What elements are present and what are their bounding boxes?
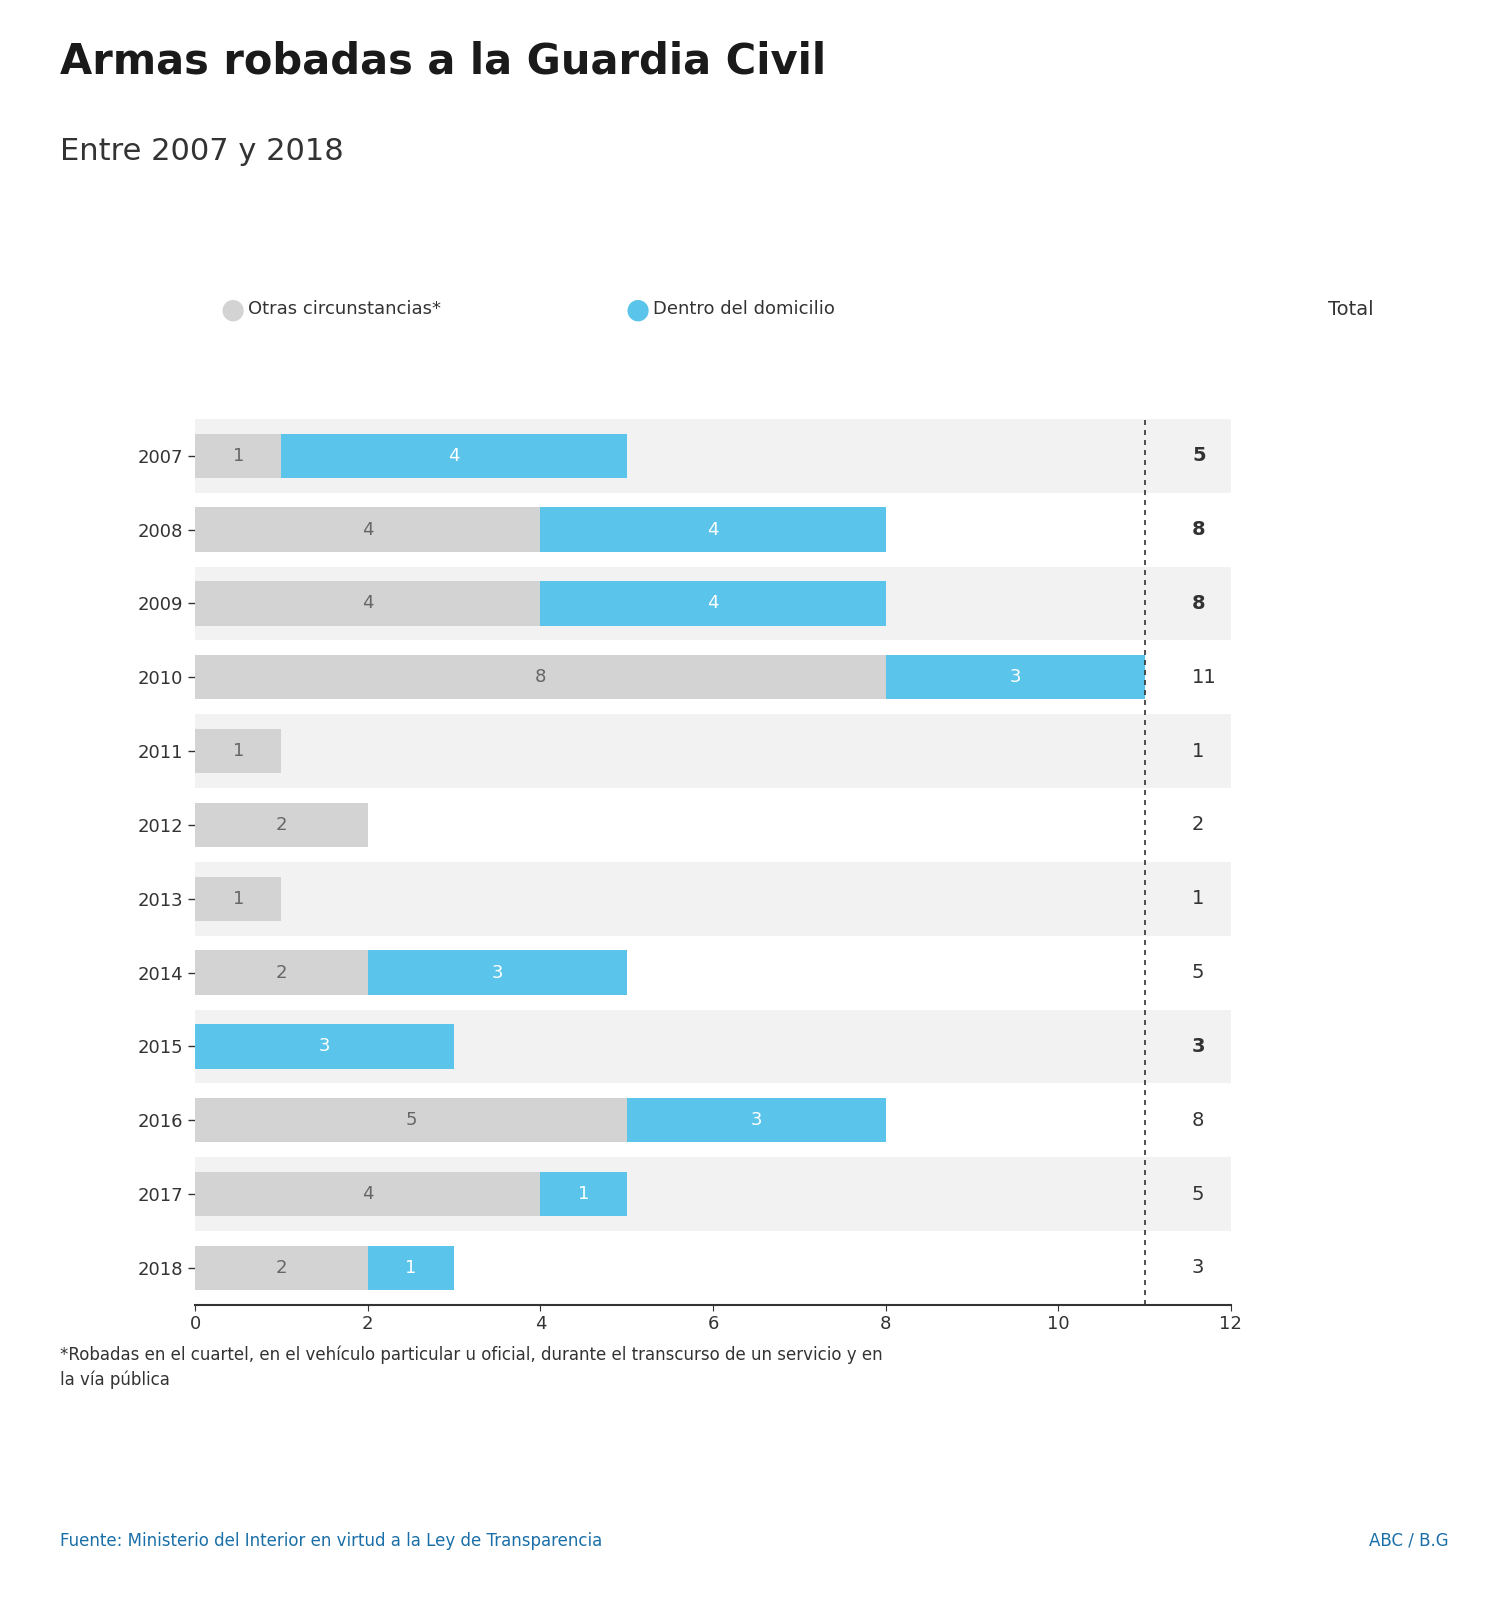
- Bar: [195, 1173, 540, 1216]
- Bar: [195, 788, 1231, 862]
- Bar: [195, 1010, 1231, 1083]
- Text: 2: 2: [1192, 815, 1204, 834]
- Text: 5: 5: [1192, 963, 1204, 983]
- Text: Dentro del domicilio: Dentro del domicilio: [653, 300, 835, 319]
- Bar: [540, 507, 886, 553]
- Bar: [195, 1245, 368, 1290]
- Text: 5: 5: [405, 1112, 417, 1129]
- Text: 1: 1: [405, 1258, 417, 1278]
- Bar: [540, 1173, 627, 1216]
- Bar: [195, 1025, 453, 1068]
- Bar: [195, 950, 368, 994]
- Text: 1: 1: [578, 1186, 590, 1203]
- Bar: [368, 950, 627, 994]
- Bar: [195, 433, 282, 478]
- Text: 11: 11: [1192, 669, 1217, 686]
- Text: 1: 1: [1192, 741, 1204, 760]
- Text: Otras circunstancias*: Otras circunstancias*: [248, 300, 441, 319]
- Bar: [195, 1231, 1231, 1305]
- Bar: [368, 1245, 453, 1290]
- Text: 4: 4: [449, 446, 459, 466]
- Text: 1: 1: [233, 889, 245, 909]
- Text: 2: 2: [276, 1258, 287, 1278]
- Text: ABC / B.G: ABC / B.G: [1369, 1532, 1448, 1550]
- Text: 3: 3: [491, 963, 503, 981]
- Bar: [195, 714, 1231, 788]
- Bar: [886, 656, 1145, 699]
- Text: 8: 8: [1192, 520, 1205, 540]
- Text: Total: Total: [1328, 300, 1373, 319]
- Text: 8: 8: [534, 669, 546, 686]
- Bar: [195, 567, 1231, 641]
- Text: 1: 1: [233, 446, 245, 466]
- Bar: [195, 1084, 1231, 1157]
- Text: 3: 3: [318, 1037, 330, 1055]
- Text: 2: 2: [276, 963, 287, 981]
- Text: 8: 8: [1192, 594, 1205, 612]
- Bar: [282, 433, 627, 478]
- Text: 4: 4: [707, 520, 719, 538]
- Bar: [540, 582, 886, 625]
- Bar: [195, 876, 282, 921]
- Bar: [195, 1099, 627, 1142]
- Text: 4: 4: [707, 594, 719, 612]
- Text: 2: 2: [276, 815, 287, 834]
- Text: Entre 2007 y 2018: Entre 2007 y 2018: [60, 137, 344, 166]
- Bar: [195, 802, 368, 847]
- Bar: [195, 1157, 1231, 1231]
- Text: 3: 3: [1192, 1258, 1204, 1278]
- Text: *Robadas en el cuartel, en el vehículo particular u oficial, durante el transcur: *Robadas en el cuartel, en el vehículo p…: [60, 1345, 883, 1389]
- Bar: [195, 419, 1231, 493]
- Text: 1: 1: [233, 743, 245, 760]
- Bar: [195, 656, 886, 699]
- Bar: [195, 936, 1231, 1010]
- Bar: [195, 507, 540, 553]
- Text: 5: 5: [1192, 1184, 1204, 1203]
- Text: 1: 1: [1192, 889, 1204, 909]
- Text: 4: 4: [362, 594, 374, 612]
- Bar: [195, 582, 540, 625]
- Text: Fuente: Ministerio del Interior en virtud a la Ley de Transparencia: Fuente: Ministerio del Interior en virtu…: [60, 1532, 602, 1550]
- Text: 5: 5: [1192, 446, 1205, 466]
- Text: 3: 3: [1192, 1037, 1205, 1055]
- Bar: [195, 493, 1231, 567]
- Text: Armas robadas a la Guardia Civil: Armas robadas a la Guardia Civil: [60, 40, 826, 82]
- Text: 3: 3: [750, 1112, 763, 1129]
- Text: ●: ●: [626, 295, 650, 324]
- Text: 4: 4: [362, 520, 374, 538]
- Bar: [195, 641, 1231, 714]
- Bar: [195, 862, 1231, 936]
- Text: 4: 4: [362, 1186, 374, 1203]
- Bar: [627, 1099, 886, 1142]
- Text: ●: ●: [221, 295, 245, 324]
- Bar: [195, 728, 282, 773]
- Text: 3: 3: [1009, 669, 1021, 686]
- Text: 8: 8: [1192, 1112, 1204, 1129]
